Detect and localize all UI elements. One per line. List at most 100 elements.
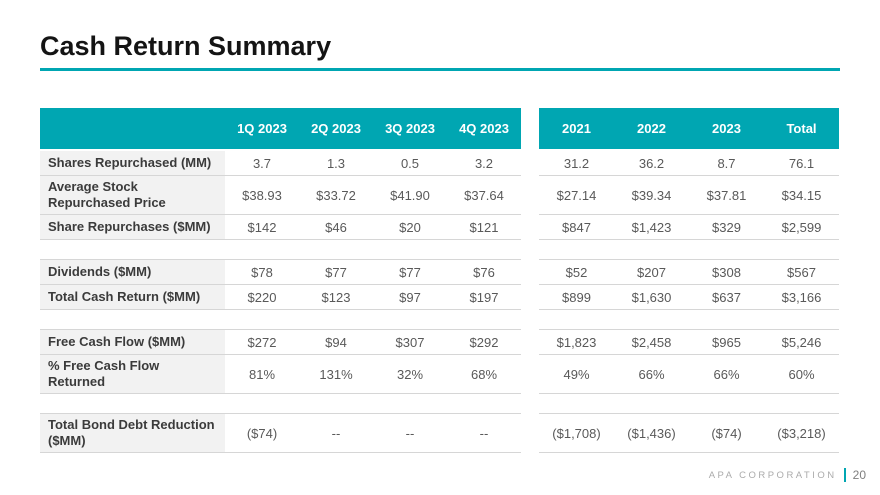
column-header-year: 2021 (539, 108, 614, 149)
quarter-value: $77 (373, 260, 447, 285)
year-value: 66% (614, 355, 689, 394)
year-value: $1,823 (539, 330, 614, 355)
spacer-cell-left (40, 310, 521, 330)
year-value: $207 (614, 260, 689, 285)
quarter-value: 32% (373, 355, 447, 394)
year-value: $567 (764, 260, 839, 285)
year-value: $329 (689, 215, 764, 240)
column-header-total: Total (764, 108, 839, 149)
column-header-quarter: 3Q 2023 (373, 108, 447, 149)
quarter-value: 1.3 (299, 151, 373, 176)
table-spacer-row (40, 310, 839, 330)
company-name: APA CORPORATION (708, 469, 837, 481)
spacer-cell-right (539, 394, 839, 414)
year-value: $27.14 (539, 176, 614, 215)
year-value: $899 (539, 285, 614, 310)
quarter-value: $46 (299, 215, 373, 240)
quarter-value: $97 (373, 285, 447, 310)
column-header-year: 2022 (614, 108, 689, 149)
table-row: Total Cash Return ($MM) $220 $123 $97 $197 $8… (40, 285, 839, 310)
year-value: $847 (539, 215, 614, 240)
quarter-value: ($74) (225, 414, 299, 453)
year-value: $2,458 (614, 330, 689, 355)
quarter-value: $94 (299, 330, 373, 355)
table-row: % Free Cash Flow Returned 81% 131% 32% 68% 49… (40, 355, 839, 394)
row-label: Total Cash Return ($MM) (40, 285, 225, 310)
quarter-value: 0.5 (373, 151, 447, 176)
quarter-value: $37.64 (447, 176, 521, 215)
page-title: Cash Return Summary (40, 31, 332, 61)
table-gap (521, 310, 539, 330)
column-header-year: 2023 (689, 108, 764, 149)
year-value: $34.15 (764, 176, 839, 215)
year-value: 31.2 (539, 151, 614, 176)
year-value: $308 (689, 260, 764, 285)
year-value: $1,630 (614, 285, 689, 310)
table-gap (521, 414, 539, 453)
year-value: $2,599 (764, 215, 839, 240)
year-value: 66% (689, 355, 764, 394)
table-gap (521, 355, 539, 394)
table-gap (521, 240, 539, 260)
table-gap (521, 394, 539, 414)
year-value: 49% (539, 355, 614, 394)
row-label: % Free Cash Flow Returned (40, 355, 225, 394)
table-header-row: 1Q 2023 2Q 2023 3Q 2023 4Q 2023 2021 2022 2023… (40, 108, 839, 149)
table-row: Dividends ($MM) $78 $77 $77 $76 $52 $207 $308 $5… (40, 260, 839, 285)
slide-footer: APA CORPORATION 20 (709, 468, 866, 482)
quarter-value: $197 (447, 285, 521, 310)
row-label: Average Stock Repurchased Price (40, 176, 225, 215)
spacer-cell-left (40, 394, 521, 414)
quarter-value: 68% (447, 355, 521, 394)
row-label: Total Bond Debt Reduction ($MM) (40, 414, 225, 453)
table-row: Total Bond Debt Reduction ($MM) ($74) -- --… (40, 414, 839, 453)
spacer-cell-right (539, 310, 839, 330)
table-spacer-row (40, 394, 839, 414)
table-row: Shares Repurchased (MM) 3.7 1.3 0.5 3.2 31.2 3… (40, 151, 839, 176)
quarter-value: $20 (373, 215, 447, 240)
quarter-value: -- (373, 414, 447, 453)
quarter-value: 3.2 (447, 151, 521, 176)
quarter-value: $142 (225, 215, 299, 240)
footer-divider (843, 468, 846, 482)
cash-return-table: 1Q 2023 2Q 2023 3Q 2023 4Q 2023 2021 2022 2023… (40, 108, 839, 453)
quarter-value: $307 (373, 330, 447, 355)
table-gap (521, 285, 539, 310)
quarter-value: 81% (225, 355, 299, 394)
year-value: $637 (689, 285, 764, 310)
quarter-value: $38.93 (225, 176, 299, 215)
quarter-value: $41.90 (373, 176, 447, 215)
table-gap (521, 215, 539, 240)
quarter-value: $220 (225, 285, 299, 310)
year-value: 36.2 (614, 151, 689, 176)
table-row: Free Cash Flow ($MM) $272 $94 $307 $292 $1,82… (40, 330, 839, 355)
table-gap (521, 108, 539, 149)
table-spacer-row (40, 240, 839, 260)
year-value: $1,423 (614, 215, 689, 240)
quarter-value: $272 (225, 330, 299, 355)
table-gap (521, 151, 539, 176)
year-value: $37.81 (689, 176, 764, 215)
quarter-value: -- (447, 414, 521, 453)
year-value: $39.34 (614, 176, 689, 215)
row-label: Dividends ($MM) (40, 260, 225, 285)
table-row: Average Stock Repurchased Price $38.93 $33… (40, 176, 839, 215)
table-gap (521, 330, 539, 355)
quarter-value: -- (299, 414, 373, 453)
quarter-value: $78 (225, 260, 299, 285)
row-label: Shares Repurchased (MM) (40, 151, 225, 176)
header-corner-cell (40, 108, 225, 149)
year-value: $3,166 (764, 285, 839, 310)
quarter-value: $33.72 (299, 176, 373, 215)
quarter-value: $123 (299, 285, 373, 310)
column-header-quarter: 1Q 2023 (225, 108, 299, 149)
quarter-value: $121 (447, 215, 521, 240)
year-value: ($1,436) (614, 414, 689, 453)
year-value: ($1,708) (539, 414, 614, 453)
quarter-value: 3.7 (225, 151, 299, 176)
year-value: 76.1 (764, 151, 839, 176)
column-header-quarter: 2Q 2023 (299, 108, 373, 149)
quarter-value: $292 (447, 330, 521, 355)
year-value: $5,246 (764, 330, 839, 355)
